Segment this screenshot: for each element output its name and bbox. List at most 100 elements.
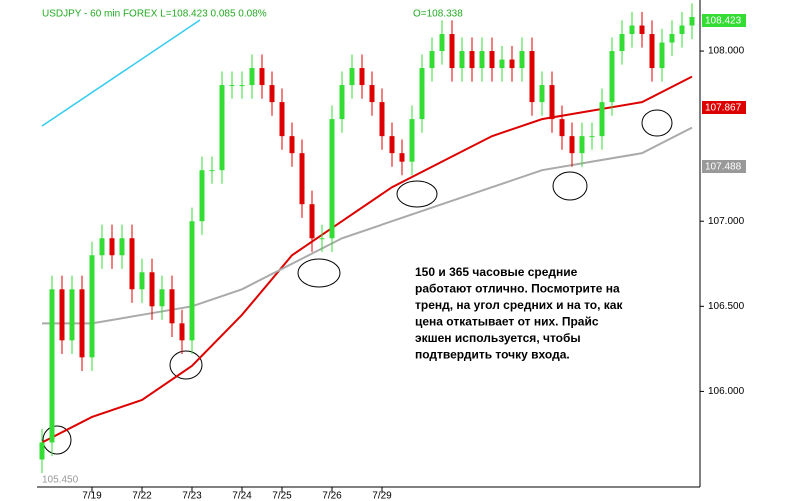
candle-body [209,170,215,172]
x-tick-label: 7/22 [132,491,152,501]
x-tick-label: 7/23 [182,491,202,501]
candle-body [39,442,45,460]
candle-body [669,34,675,43]
candle-body [109,238,115,256]
candle-body [219,85,225,171]
trend-line [41,19,201,127]
candle-body [129,238,135,290]
candle-body [179,323,185,341]
candle-body [629,25,635,35]
candle-body [249,68,255,86]
candle-body [349,68,355,86]
candle-body [409,119,415,162]
y-tick-label: 108.000 [708,46,745,57]
circle [169,350,203,380]
candle-body [239,85,245,87]
x-tick-label: 7/19 [82,491,102,501]
circle [297,258,341,288]
candle-body [169,289,175,324]
candle-body [459,51,465,69]
candle-body [259,68,265,86]
annotation: 150 и 365 часовые средние работают отличн… [415,265,623,362]
chart-subtitle: O=108.338 [413,9,463,20]
candle-body [269,85,275,103]
candle-body [119,238,125,256]
annotation-line: 150 и 365 часовые средние [415,265,578,279]
annotation-line: работают отлично. Посмотрите на [415,282,620,296]
annotation-line: цена откатывает от них. Прайс [415,315,599,329]
x-tick-label: 7/24 [232,491,252,501]
candle-body [449,34,455,69]
candle-body [549,85,555,120]
candle-body [99,238,105,256]
candle-body [339,85,345,120]
candle-body [479,51,485,69]
candle-body [499,59,505,69]
candle-body [679,25,685,35]
x-tick-label: 7/25 [272,491,292,501]
candle-body [589,136,595,138]
price-tag [702,14,746,27]
candle-body [69,289,75,341]
candle-body [419,68,425,120]
candle-body [399,153,405,162]
candle-body [529,51,535,103]
y-tick-label: 106.000 [708,386,745,397]
candle-body [619,34,625,52]
candle-body [569,136,575,154]
x-tick-label: 7/29 [372,491,392,501]
candle-body [609,51,615,103]
candle-body [489,51,495,69]
price-tag-label: 107.488 [705,162,742,173]
candle-body [389,136,395,154]
candle-body [579,136,585,154]
candle-body [59,289,65,341]
annotation-line: тренд, на угол средних и на то, как [415,298,623,312]
candle-body [469,51,475,69]
candle-body [189,221,195,341]
candle-body [359,68,365,86]
candle-body [49,289,55,443]
low-label: 105.450 [42,475,79,486]
price-tag [702,101,746,114]
candle-body [279,102,285,137]
candle-body [299,153,305,205]
candle-body [519,51,525,69]
candle-body [539,85,545,103]
moving-average [41,75,693,444]
candle-body [649,34,655,69]
candle-body [369,85,375,103]
candle-body [159,289,165,307]
candle-body [509,59,515,69]
circle [42,425,72,455]
candle-body [149,272,155,307]
x-tick-label: 7/26 [322,491,342,501]
candle-body [199,170,205,222]
candle-body [309,204,315,239]
circle [552,171,588,201]
candle-body [439,34,445,52]
moving-average [42,126,693,325]
candle-body [289,136,295,154]
candle-body [319,238,325,240]
circle [641,109,673,137]
candle-body [429,51,435,69]
candle-body [89,255,95,358]
annotation-line: экшен используется, чтобы [415,331,581,345]
annotation-line: подтвердить точку входа. [415,348,570,362]
chart-title: USDJPY - 60 min FOREX L=108.423 0.085 0.… [42,9,267,20]
candle-body [559,119,565,137]
candle-body [659,42,665,69]
candle-body [639,25,645,35]
candle-body [139,272,145,290]
candle-body [689,17,695,26]
price-tag [702,160,746,173]
candle-body [599,102,605,137]
y-tick-label: 107.000 [708,216,745,227]
price-tag-label: 107.867 [705,103,742,114]
candle-body [329,119,335,239]
candle-body [379,102,385,137]
candle-body [79,289,85,358]
circle [396,180,438,208]
